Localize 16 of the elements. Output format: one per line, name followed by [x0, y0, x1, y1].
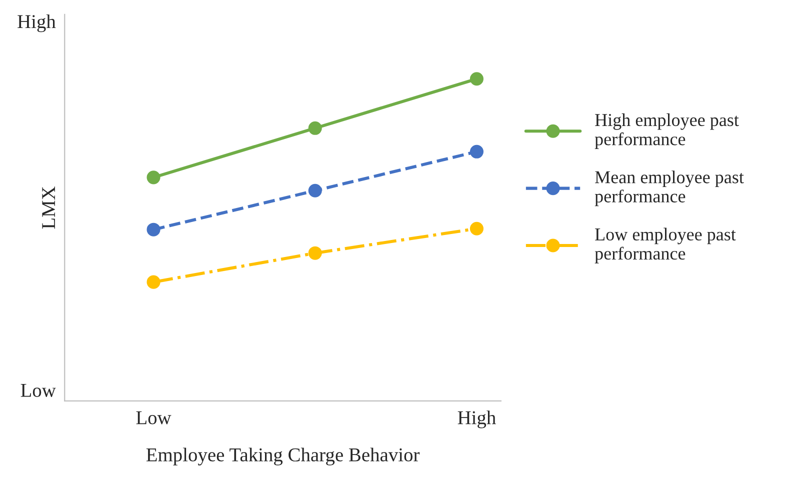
point [146, 170, 160, 184]
point [308, 121, 322, 135]
point [470, 72, 484, 86]
legend-label: Mean employee past performance [594, 170, 744, 206]
point [308, 246, 322, 260]
point [470, 222, 484, 236]
legend-label: High employee past performance [594, 113, 739, 149]
text: Low [20, 384, 56, 397]
point [146, 222, 160, 236]
y-axis-title: LMX [42, 186, 55, 229]
point [146, 275, 160, 289]
point [470, 144, 484, 158]
point [308, 184, 322, 198]
text: High [18, 14, 56, 32]
x-axis-title: Employee Taking Charge Behavior [146, 448, 420, 466]
legend-label: Low employee past performance [594, 228, 736, 264]
